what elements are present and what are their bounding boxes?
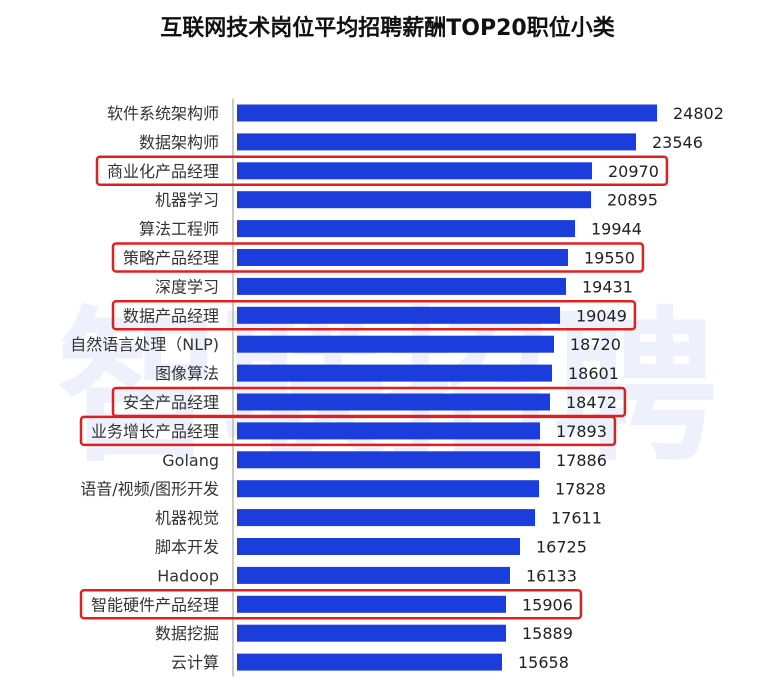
value-label: 17611 xyxy=(551,509,602,528)
value-label: 18720 xyxy=(570,335,621,354)
highlight-box xyxy=(79,415,617,447)
category-label: 云计算 xyxy=(171,653,219,672)
value-label: 18472 xyxy=(566,393,617,412)
value-label: 16133 xyxy=(526,566,577,585)
value-label: 23546 xyxy=(652,133,703,152)
category-label: 自然语言处理（NLP) xyxy=(70,335,219,354)
bar xyxy=(237,480,539,498)
category-label: 软件系统架构师 xyxy=(107,104,219,123)
chart-title: 互联网技术岗位平均招聘薪酬TOP20职位小类 xyxy=(160,16,615,41)
bar xyxy=(237,624,506,642)
category-label: 深度学习 xyxy=(155,277,219,296)
value-label: 18601 xyxy=(568,364,619,383)
bar xyxy=(237,220,575,238)
bar xyxy=(237,162,592,180)
category-label: 数据产品经理 xyxy=(123,306,219,325)
bar xyxy=(237,306,560,324)
category-label: 数据挖掘 xyxy=(155,624,219,643)
bar xyxy=(237,422,540,440)
value-label: 19049 xyxy=(576,306,627,325)
category-label: 机器学习 xyxy=(155,191,219,210)
value-label: 19431 xyxy=(582,277,633,296)
bar xyxy=(237,249,568,266)
value-label: 24802 xyxy=(673,104,724,123)
category-label: Golang xyxy=(162,451,219,470)
bar xyxy=(237,566,510,584)
category-label: 策略产品经理 xyxy=(123,249,219,268)
value-label: 15658 xyxy=(518,653,569,672)
category-label: 机器视觉 xyxy=(155,509,219,528)
highlight-box xyxy=(111,242,645,273)
category-label: Hadoop xyxy=(157,566,219,585)
value-label: 19944 xyxy=(591,220,642,239)
category-label: 安全产品经理 xyxy=(123,393,219,412)
category-label: 业务增长产品经理 xyxy=(91,422,219,441)
bar xyxy=(237,191,591,209)
bar xyxy=(237,451,540,469)
bar xyxy=(237,653,502,671)
bar xyxy=(237,538,520,555)
bar xyxy=(237,364,552,382)
value-label: 15889 xyxy=(522,624,573,643)
value-label: 19550 xyxy=(584,249,635,268)
highlight-box xyxy=(111,300,637,331)
highlight-box xyxy=(79,589,583,620)
value-label: 16725 xyxy=(536,538,587,557)
category-label: 智能硬件产品经理 xyxy=(91,595,219,614)
bar xyxy=(237,393,550,411)
bar xyxy=(237,595,506,613)
category-label: 数据架构师 xyxy=(139,133,219,152)
bar xyxy=(237,509,535,527)
value-label: 20970 xyxy=(608,162,659,181)
bar xyxy=(237,335,554,353)
category-label: 图像算法 xyxy=(155,364,219,383)
value-label: 17828 xyxy=(555,480,606,499)
category-label: 算法工程师 xyxy=(139,220,219,239)
value-label: 17886 xyxy=(556,451,607,470)
category-label: 脚本开发 xyxy=(155,538,219,557)
bar xyxy=(237,277,566,295)
category-label: 语音/视频/图形开发 xyxy=(80,480,219,499)
highlight-box xyxy=(95,155,669,187)
category-label: 商业化产品经理 xyxy=(107,162,219,181)
value-label: 20895 xyxy=(607,191,658,210)
value-label: 15906 xyxy=(522,595,573,614)
bar xyxy=(237,104,657,122)
value-label: 17893 xyxy=(556,422,607,441)
bar xyxy=(237,133,636,151)
